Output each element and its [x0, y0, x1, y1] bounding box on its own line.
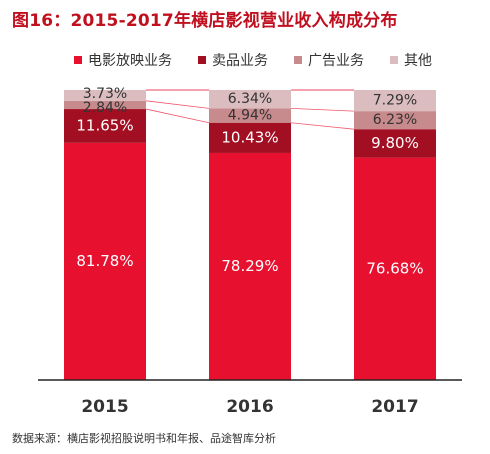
- data-label-film-2017: 76.68%: [366, 259, 423, 277]
- x-tick-label-2017: 2017: [371, 397, 418, 417]
- legend-item-other: 其他: [390, 50, 432, 70]
- legend-swatch-film: [74, 56, 82, 64]
- data-label-film-2015: 81.78%: [76, 252, 133, 270]
- connector-line-ads: [145, 100, 210, 109]
- data-label-ads-2015: 2.84%: [83, 100, 127, 116]
- data-label-other-2017: 7.29%: [373, 93, 417, 109]
- legend-swatch-ads: [294, 56, 302, 64]
- data-label-concession-2016: 10.43%: [221, 128, 278, 146]
- bar-ads-2016: [209, 108, 291, 123]
- source-note: 数据来源：横店影视招股说明书和年报、品途智库分析: [12, 432, 276, 445]
- bar-concession-2016: [209, 122, 291, 153]
- bar-ads-2015: [64, 100, 146, 110]
- bars: [64, 90, 436, 380]
- legend-item-film: 电影放映业务: [74, 50, 172, 70]
- bar-other-2015: [64, 90, 146, 101]
- bar-film-2016: [209, 152, 291, 380]
- bar-other-2017: [354, 90, 436, 112]
- legend-item-concession: 卖品业务: [198, 50, 268, 70]
- legend: 电影放映业务 卖品业务 广告业务 其他: [74, 50, 432, 70]
- bar-concession-2015: [64, 109, 146, 143]
- bar-film-2015: [64, 142, 146, 380]
- legend-item-ads: 广告业务: [294, 50, 364, 70]
- bar-film-2017: [354, 157, 436, 380]
- x-tick-label-2015: 2015: [81, 397, 128, 417]
- legend-label-other: 其他: [404, 53, 432, 69]
- data-label-ads-2016: 4.94%: [228, 108, 272, 124]
- data-label-other-2015: 3.73%: [83, 86, 127, 102]
- connector-line-concession: [145, 108, 210, 124]
- legend-swatch-concession: [198, 56, 206, 64]
- legend-label-film: 电影放映业务: [88, 53, 172, 69]
- connector-line-ads: [290, 107, 355, 112]
- bar-other-2016: [209, 90, 291, 109]
- bar-ads-2017: [354, 111, 436, 130]
- series-lines: [145, 89, 355, 130]
- data-label-concession-2017: 9.80%: [371, 134, 419, 152]
- data-label-concession-2015: 11.65%: [76, 116, 133, 134]
- bar-concession-2017: [354, 129, 436, 158]
- legend-swatch-other: [390, 56, 398, 64]
- legend-label-ads: 广告业务: [308, 53, 364, 69]
- data-label-ads-2017: 6.23%: [373, 112, 417, 128]
- connector-line-concession: [290, 122, 355, 130]
- x-tick-label-2016: 2016: [226, 397, 273, 417]
- chart-title: 图16：2015-2017年横店影视营业收入构成分布: [12, 11, 398, 31]
- data-labels: 81.78%11.65%2.84%3.73%78.29%10.43%4.94%6…: [76, 86, 423, 277]
- data-label-other-2016: 6.34%: [228, 91, 272, 107]
- legend-label-concession: 卖品业务: [212, 53, 268, 69]
- data-label-film-2016: 78.29%: [221, 257, 278, 275]
